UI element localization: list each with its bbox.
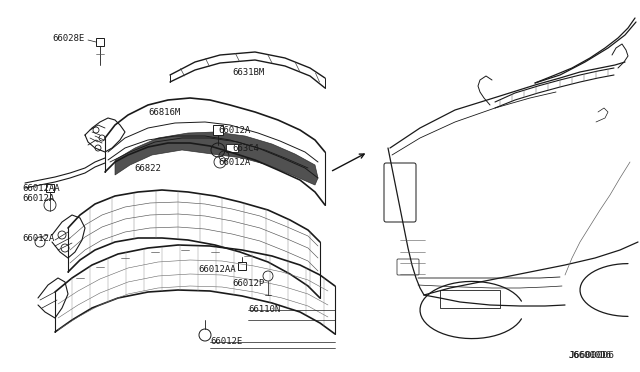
Text: 66816M: 66816M (148, 108, 180, 116)
Text: 66012A: 66012A (22, 193, 54, 202)
Bar (46, 184, 54, 192)
Bar (238, 262, 246, 270)
Text: 66012E: 66012E (210, 337, 243, 346)
Text: 66012A: 66012A (218, 157, 250, 167)
Text: 66822: 66822 (134, 164, 161, 173)
Text: J66000D6: J66000D6 (568, 350, 611, 359)
Text: 66012AA: 66012AA (198, 266, 236, 275)
Text: 66012A: 66012A (218, 125, 250, 135)
Text: 66012P: 66012P (232, 279, 264, 289)
Bar (226, 144, 238, 152)
Text: 6631BM: 6631BM (232, 67, 264, 77)
Polygon shape (115, 132, 318, 185)
Text: 66012AA: 66012AA (22, 183, 60, 192)
Bar (440, 290, 500, 308)
Bar (213, 125, 223, 135)
Bar (96, 38, 104, 46)
Text: 66028E: 66028E (52, 33, 84, 42)
Text: 663C4: 663C4 (232, 144, 259, 153)
Text: 66012A: 66012A (22, 234, 54, 243)
Text: 66110N: 66110N (248, 305, 280, 314)
Text: J66000D6: J66000D6 (568, 350, 614, 359)
